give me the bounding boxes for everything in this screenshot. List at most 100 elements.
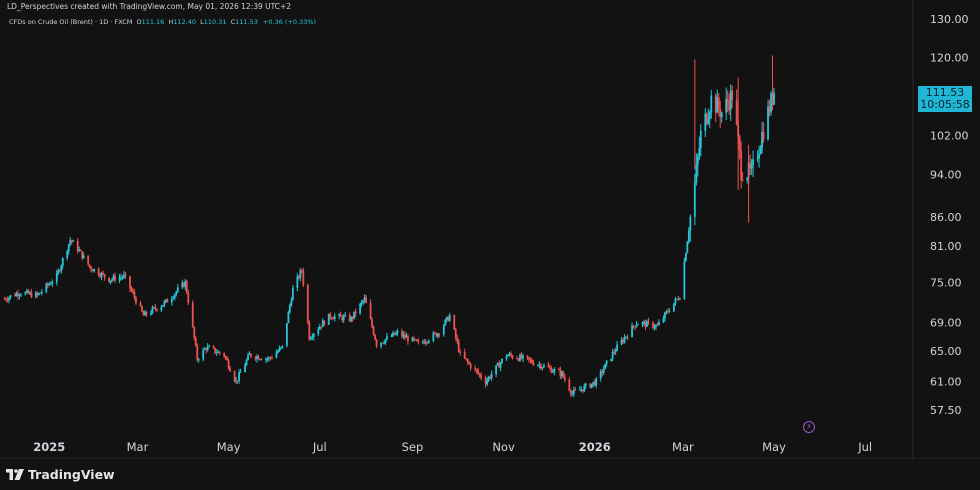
candle-body <box>291 287 294 301</box>
candle-body <box>141 306 143 312</box>
candle-body <box>182 282 185 287</box>
candle-body <box>605 360 608 364</box>
candle-body <box>454 329 457 338</box>
candle-body <box>344 315 347 317</box>
candle-body <box>36 292 39 295</box>
candle-body <box>82 255 85 259</box>
candle-body <box>160 306 163 311</box>
candle-body <box>342 316 345 321</box>
candle-body <box>332 318 335 320</box>
candle-body <box>247 354 249 360</box>
candle-body <box>88 264 91 268</box>
lightning-icon[interactable]: ⚡ <box>803 421 815 433</box>
tradingview-brand[interactable]: TradingView <box>6 466 115 482</box>
candle-body <box>673 303 675 312</box>
candle-body <box>185 281 188 294</box>
candle-body <box>569 390 572 394</box>
candle-body <box>592 381 595 384</box>
candle-body <box>537 365 539 366</box>
candle-body <box>574 389 577 391</box>
candle-body <box>57 270 60 274</box>
candle-body <box>151 307 154 313</box>
candle-body <box>693 182 696 217</box>
candle-body <box>72 240 75 242</box>
candle-body <box>61 258 64 266</box>
candle-body <box>40 291 43 293</box>
candle-body <box>707 118 710 124</box>
candle-body <box>233 371 236 382</box>
candle-body <box>593 381 596 386</box>
candle-body <box>717 97 720 109</box>
candle-body <box>280 347 282 349</box>
candle-body <box>166 299 169 303</box>
candle-body <box>719 108 722 118</box>
candle-body <box>170 298 173 303</box>
candle-body <box>214 348 217 353</box>
candle-body <box>194 337 197 346</box>
candles-layer <box>3 55 775 398</box>
candle-body <box>302 270 305 285</box>
candle-body <box>108 277 110 283</box>
candle-body <box>646 321 648 327</box>
candle-body <box>260 359 263 361</box>
candle-body <box>109 280 112 283</box>
candle-body <box>229 368 232 372</box>
candle-body <box>348 315 351 322</box>
candle-body <box>197 359 200 361</box>
y-tick-label: 81.00 <box>930 240 962 253</box>
candle-body <box>729 90 732 111</box>
candle-body <box>414 339 417 341</box>
candle-body <box>130 288 133 291</box>
candle-body <box>510 353 512 356</box>
candle-body <box>375 339 378 347</box>
candle-body <box>296 276 299 288</box>
candle-body <box>581 389 584 392</box>
last-price-tag: 111.53 10:05:58 <box>918 86 972 112</box>
candle-body <box>601 371 604 373</box>
candle-body <box>643 321 645 323</box>
candle-body <box>58 270 61 272</box>
candle-body <box>519 354 521 361</box>
symbol-legend[interactable]: CFDs on Crude Oil (Brent) · 1D · FXCM O1… <box>9 18 316 26</box>
candle-body <box>365 297 367 304</box>
candle-body <box>767 106 769 140</box>
candle-body <box>487 376 490 381</box>
candle-body <box>81 250 84 259</box>
candle-body <box>750 165 753 169</box>
candle-body <box>87 255 90 265</box>
candle-body <box>277 351 279 353</box>
candle-body <box>631 325 633 338</box>
candle-body <box>266 358 269 360</box>
candle-body <box>655 324 657 328</box>
candle-body <box>746 178 749 181</box>
candle-body <box>752 159 755 166</box>
candle-body <box>327 313 330 325</box>
candle-body <box>738 136 741 151</box>
candle-body <box>208 346 211 348</box>
candle-body <box>372 326 375 335</box>
candle-body <box>51 282 54 284</box>
candle-body <box>637 324 639 326</box>
candle-body <box>708 112 711 119</box>
candle-body <box>309 337 312 340</box>
candle-body <box>626 336 629 338</box>
candle-body <box>121 277 124 278</box>
candle-body <box>436 333 439 337</box>
candle-body <box>312 333 315 337</box>
candle-body <box>30 292 33 298</box>
candle-body <box>417 341 420 342</box>
candle-body <box>677 298 680 300</box>
candle-body <box>689 216 692 231</box>
candle-body <box>404 334 406 338</box>
candle-body <box>275 352 278 358</box>
candle-body <box>662 318 665 323</box>
candle-body <box>100 273 103 277</box>
open-label: O <box>136 18 142 26</box>
candle-body <box>390 336 393 337</box>
candle-body <box>584 383 587 386</box>
candle-body <box>725 98 728 113</box>
candle-body <box>457 341 460 352</box>
candle-body <box>49 283 52 285</box>
candle-body <box>254 356 257 360</box>
